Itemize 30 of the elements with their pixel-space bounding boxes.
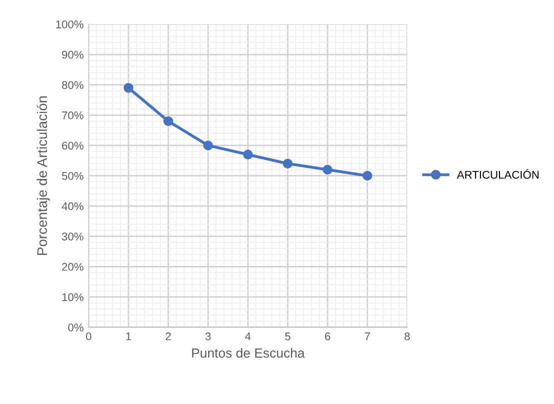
y-tick-label: 100% [56,20,84,28]
point [282,158,293,168]
y-axis-title: Porcentaje de Articulación [36,96,50,255]
point [203,140,213,150]
legend-label: ARTICULACIÓN [456,168,539,179]
point [163,116,174,126]
x-tick-label: 3 [205,332,211,340]
x-tick-label: 8 [404,332,410,340]
x-tick-label: 2 [166,332,171,340]
y-tick-label: 30% [62,232,84,240]
y-tick-label: 70% [62,111,84,120]
y-tick-label: 0% [68,324,84,332]
x-tick-label: 7 [364,332,370,340]
y-tick-label: 50% [62,172,84,180]
x-tick-label: 0 [86,332,92,340]
y-tick-label: 20% [62,262,84,271]
y-tick-label: 80% [62,81,84,89]
x-axis-title: Puntos de Escucha [192,348,305,358]
y-tick-label: 40% [62,202,84,210]
point [124,83,134,93]
point [322,164,332,175]
y-tick-label: 10% [62,293,84,302]
x-tick-label: 4 [245,332,251,340]
y-tick-label: 90% [62,50,84,59]
x-tick-label: 1 [126,332,132,340]
point [362,170,372,181]
x-tick-label: 6 [325,332,330,340]
point [243,150,253,160]
x-tick-label: 5 [285,332,290,340]
y-tick-label: 60% [62,142,84,150]
